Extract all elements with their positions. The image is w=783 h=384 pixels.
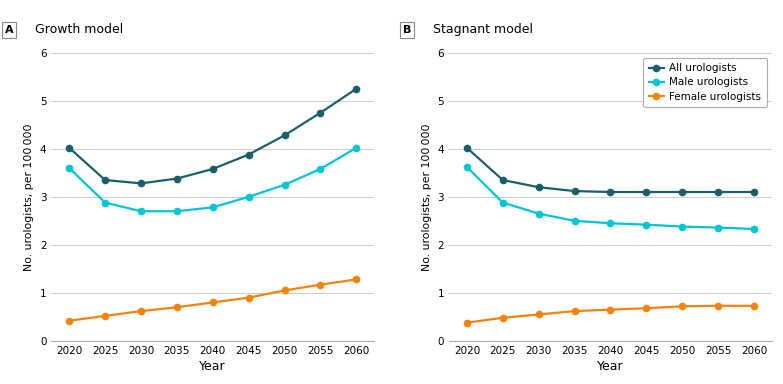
X-axis label: Year: Year: [200, 360, 226, 373]
Text: Stagnant model: Stagnant model: [433, 23, 532, 36]
Legend: All urologists, Male urologists, Female urologists: All urologists, Male urologists, Female …: [644, 58, 767, 107]
Text: B: B: [402, 25, 411, 35]
Y-axis label: No. urologists, per 100 000: No. urologists, per 100 000: [24, 123, 34, 271]
Text: Growth model: Growth model: [35, 23, 124, 36]
X-axis label: Year: Year: [597, 360, 624, 373]
Y-axis label: No. urologists, per 100 000: No. urologists, per 100 000: [422, 123, 432, 271]
Text: A: A: [5, 25, 13, 35]
